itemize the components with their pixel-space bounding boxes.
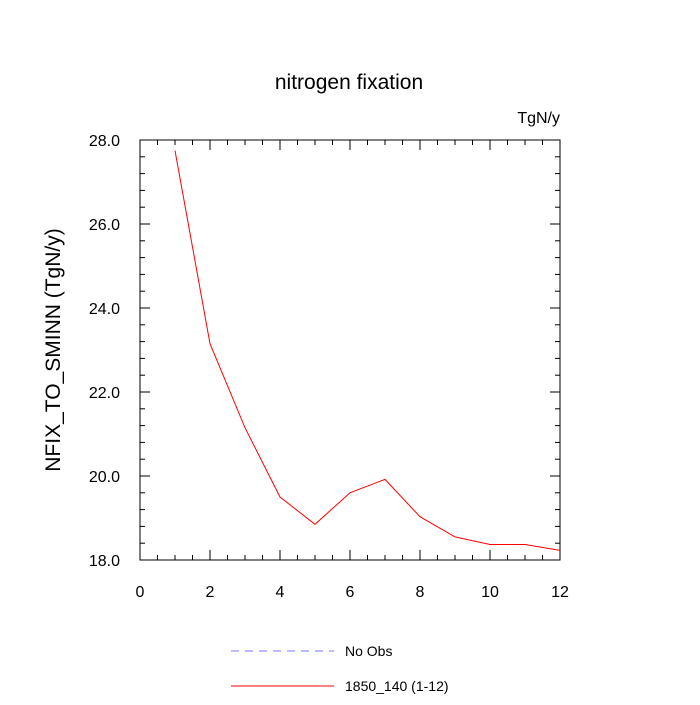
x-tick-label: 0 [136,584,145,601]
y-axis-label: NFIX_TO_SMINN (TgN/y) [42,228,65,471]
y-tick-label: 26.0 [89,217,120,234]
y-tick-label: 20.0 [89,469,120,486]
legend-label: 1850_140 (1-12) [345,678,449,694]
chart-title: nitrogen fixation [275,71,423,94]
x-tick-label: 12 [551,584,569,601]
data-series [174,150,561,551]
y-tick-label: 18.0 [89,553,120,570]
x-tick-label: 8 [416,584,425,601]
plot-frame [139,139,561,561]
y-tick-label: 24.0 [89,301,120,318]
series-line [174,150,561,551]
y-tick-label: 28.0 [89,133,120,150]
tick-marks [139,139,561,561]
legend-label: No Obs [345,643,392,659]
tick-labels: 0 2 4 6 8 10 12 18.0 20.0 22.0 24.0 26.0 28.0 [89,133,569,601]
x-tick-label: 2 [206,584,215,601]
legend: No Obs 1850_140 (1-12) [231,643,449,694]
units-label: TgN/y [517,110,560,127]
y-tick-label: 22.0 [89,385,120,402]
x-tick-label: 10 [481,584,499,601]
x-tick-label: 6 [346,584,355,601]
x-tick-label: 4 [276,584,285,601]
